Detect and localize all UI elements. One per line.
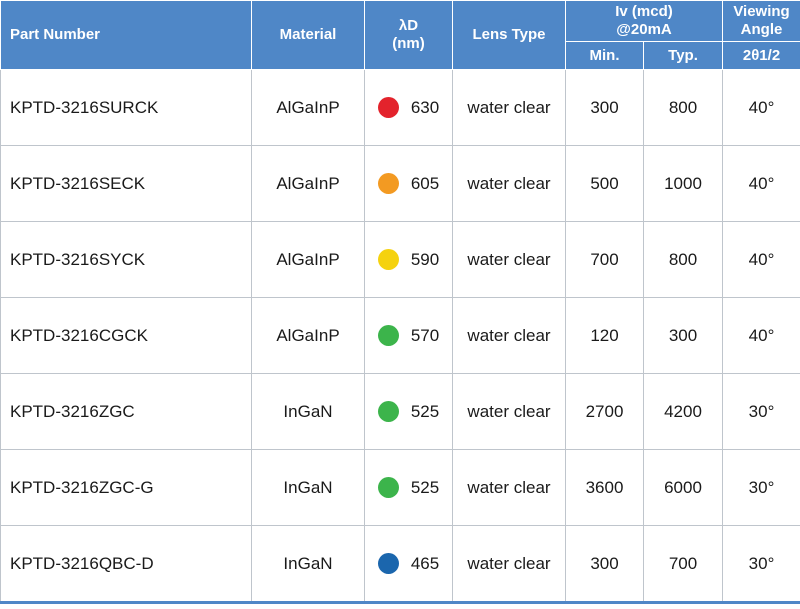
lens-type-cell: water clear (452, 221, 566, 298)
wavelength-value: 570 (410, 325, 440, 345)
header-wavelength-unit: (nm) (392, 35, 425, 52)
iv-typ-cell: 700 (642, 525, 724, 604)
iv-typ-cell: 6000 (642, 449, 724, 526)
lens-type-cell: water clear (452, 145, 566, 222)
iv-min-cell: 2700 (565, 373, 644, 450)
color-dot-icon (377, 325, 399, 346)
iv-typ-cell: 800 (642, 221, 724, 298)
wavelength-cell: 525 (364, 449, 453, 526)
header-row: Part Number Material λD (nm) Lens Type I… (0, 0, 800, 70)
wavelength-cell: 590 (364, 221, 453, 298)
table-row: KPTD-3216CGCK AlGaInP 570 water clear 12… (0, 297, 800, 374)
viewing-angle-cell: 40° (722, 145, 800, 222)
header-iv-condition: @20mA (616, 21, 672, 38)
header-lens-type: Lens Type (452, 0, 566, 70)
material-cell: InGaN (251, 525, 365, 604)
wavelength-cell: 570 (364, 297, 453, 374)
iv-typ-cell: 300 (642, 297, 724, 374)
header-iv-min: Min. (565, 41, 644, 70)
iv-min-cell: 120 (565, 297, 644, 374)
lens-type-cell: water clear (452, 69, 566, 146)
header-angle-line2: Angle (740, 21, 783, 38)
table-row: KPTD-3216QBC-D InGaN 465 water clear 300… (0, 525, 800, 604)
viewing-angle-cell: 40° (722, 297, 800, 374)
color-dot-icon (377, 173, 399, 194)
lens-type-cell: water clear (452, 525, 566, 604)
wavelength-value: 465 (410, 553, 440, 573)
part-number-cell: KPTD-3216SURCK (0, 69, 252, 146)
table-row: KPTD-3216ZGC-G InGaN 525 water clear 360… (0, 449, 800, 526)
viewing-angle-cell: 30° (722, 525, 800, 604)
iv-typ-cell: 4200 (642, 373, 724, 450)
part-number-cell: KPTD-3216SECK (0, 145, 252, 222)
material-cell: AlGaInP (251, 297, 365, 374)
header-wavelength: λD (nm) (364, 0, 453, 70)
wavelength-cell: 605 (364, 145, 453, 222)
lens-type-cell: water clear (452, 373, 566, 450)
material-cell: InGaN (251, 449, 365, 526)
iv-min-cell: 300 (565, 525, 644, 604)
color-dot-icon (377, 249, 399, 270)
header-iv-label: Iv (mcd) (615, 3, 673, 20)
table-row: KPTD-3216SECK AlGaInP 605 water clear 50… (0, 145, 800, 222)
part-number-cell: KPTD-3216CGCK (0, 297, 252, 374)
header-viewing-angle: Viewing Angle (722, 0, 800, 42)
header-angle-line1: Viewing (733, 3, 790, 20)
color-dot-icon (377, 401, 399, 422)
part-number-cell: KPTD-3216SYCK (0, 221, 252, 298)
material-cell: AlGaInP (251, 145, 365, 222)
color-dot-icon (377, 477, 399, 498)
wavelength-value: 590 (410, 249, 440, 269)
header-angle-sub: 2θ1/2 (722, 41, 800, 70)
iv-min-cell: 500 (565, 145, 644, 222)
part-number-cell: KPTD-3216QBC-D (0, 525, 252, 604)
header-material: Material (251, 0, 365, 70)
wavelength-value: 630 (410, 97, 440, 117)
header-part-number: Part Number (0, 0, 252, 70)
viewing-angle-cell: 40° (722, 221, 800, 298)
color-dot-icon (377, 97, 399, 118)
iv-min-cell: 300 (565, 69, 644, 146)
wavelength-cell: 465 (364, 525, 453, 604)
table-row: KPTD-3216SYCK AlGaInP 590 water clear 70… (0, 221, 800, 298)
material-cell: AlGaInP (251, 221, 365, 298)
iv-min-cell: 700 (565, 221, 644, 298)
wavelength-value: 605 (410, 173, 440, 193)
material-cell: AlGaInP (251, 69, 365, 146)
iv-typ-cell: 1000 (642, 145, 724, 222)
subheader-row: Min. Typ. 2θ1/2 (1, 41, 800, 70)
table-row: KPTD-3216SURCK AlGaInP 630 water clear 3… (0, 69, 800, 146)
header-luminous-intensity: Iv (mcd) @20mA (564, 0, 724, 42)
color-dot-icon (377, 553, 399, 574)
header-wavelength-symbol: λD (398, 17, 419, 34)
material-cell: InGaN (251, 373, 365, 450)
table-row: KPTD-3216ZGC InGaN 525 water clear 2700 … (0, 373, 800, 450)
part-number-cell: KPTD-3216ZGC-G (0, 449, 252, 526)
wavelength-cell: 630 (364, 69, 453, 146)
header-iv-typ: Typ. (642, 41, 724, 70)
viewing-angle-cell: 30° (722, 373, 800, 450)
iv-min-cell: 3600 (565, 449, 644, 526)
viewing-angle-cell: 30° (722, 449, 800, 526)
lens-type-cell: water clear (452, 449, 566, 526)
viewing-angle-cell: 40° (722, 69, 800, 146)
wavelength-cell: 525 (364, 373, 453, 450)
wavelength-value: 525 (410, 477, 440, 497)
lens-type-cell: water clear (452, 297, 566, 374)
wavelength-value: 525 (410, 401, 440, 421)
part-number-cell: KPTD-3216ZGC (0, 373, 252, 450)
iv-typ-cell: 800 (642, 69, 724, 146)
